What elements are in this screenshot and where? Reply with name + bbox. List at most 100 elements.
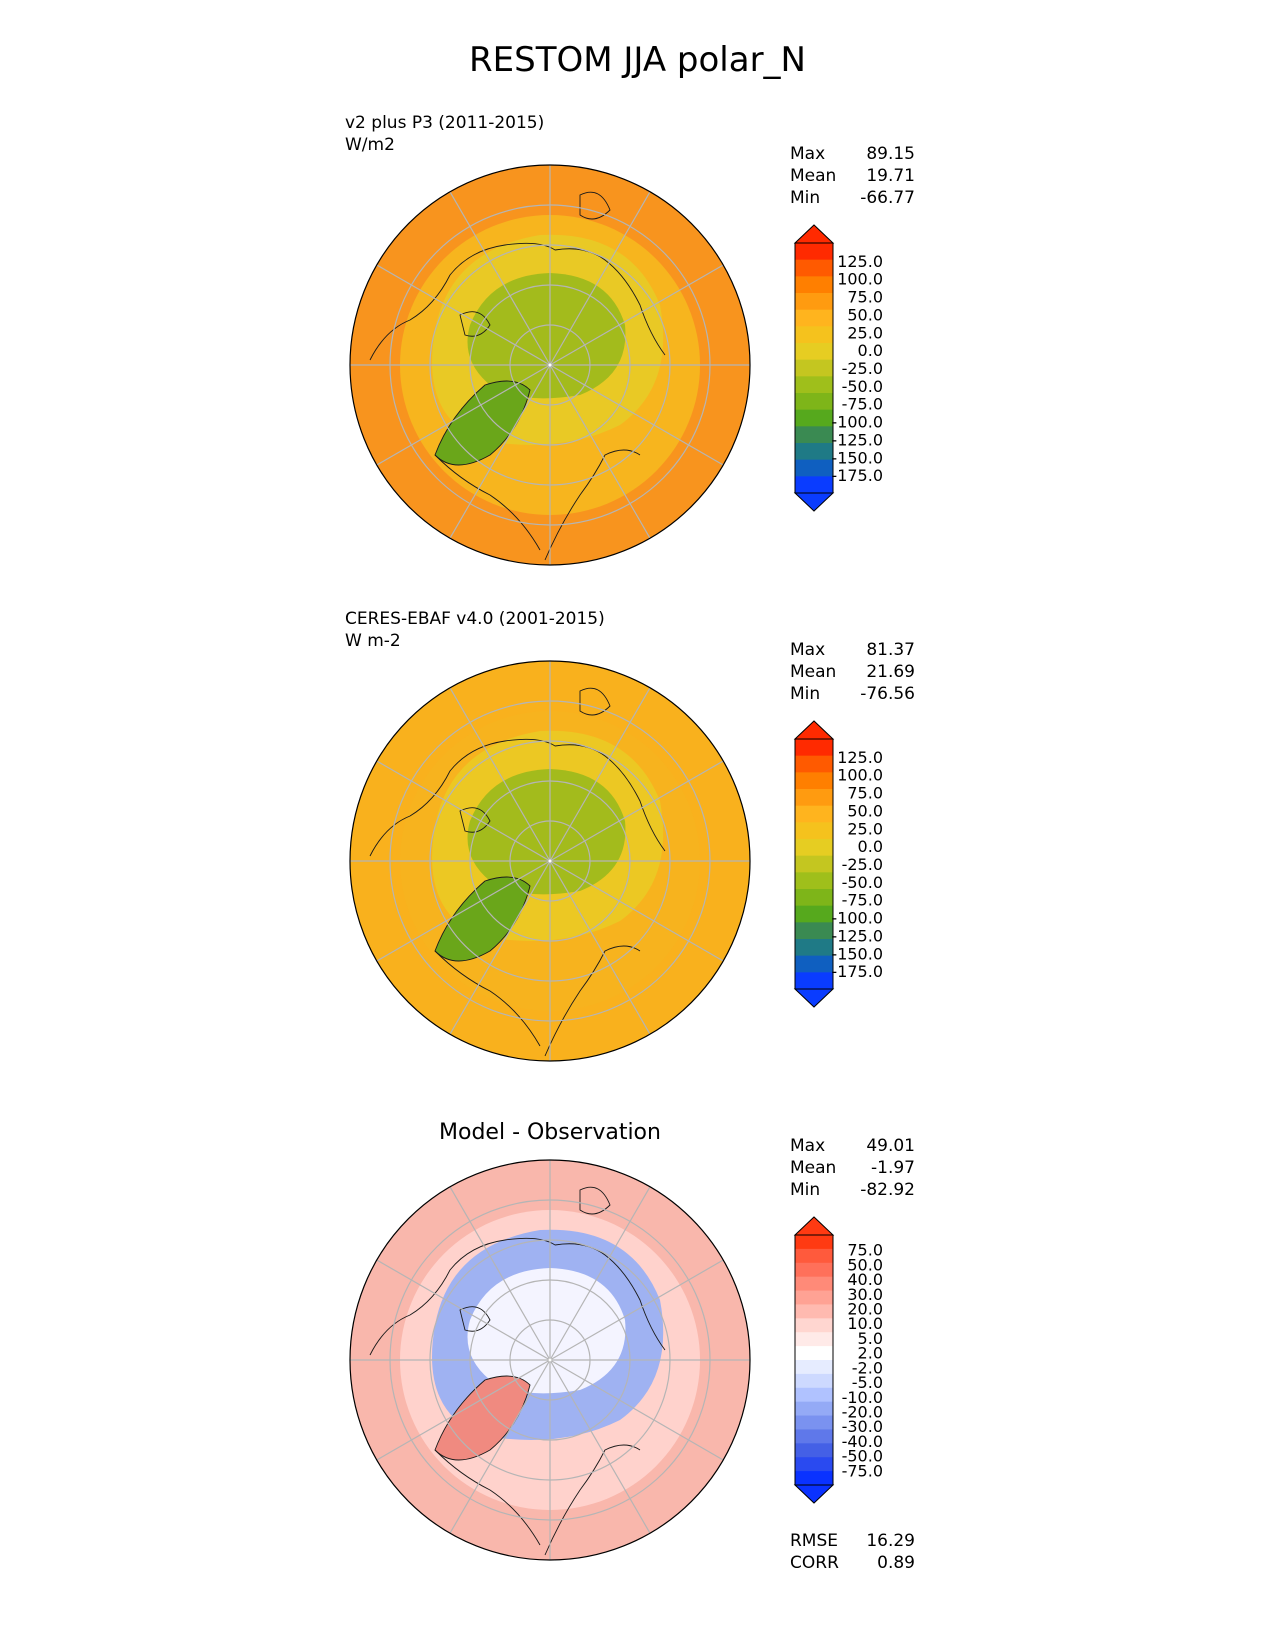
meridian-line bbox=[549, 364, 724, 466]
field-layer bbox=[350, 1160, 750, 1560]
colorbar-tick-label: 25.0 bbox=[847, 323, 883, 342]
coastline bbox=[459, 311, 491, 337]
dataset-label: v2 plus P3 (2011-2015) bbox=[345, 113, 545, 133]
meridian-line bbox=[549, 760, 724, 862]
colorbar-tick-label: 0.0 bbox=[858, 837, 883, 856]
colorbar-bin bbox=[795, 789, 833, 807]
colorbar-extend-max bbox=[793, 720, 835, 740]
stat-min: Min -66.77 bbox=[790, 188, 915, 208]
pole-marker bbox=[548, 859, 552, 863]
units-label: W/m2 bbox=[345, 135, 395, 155]
coastline bbox=[369, 1237, 556, 1356]
pole-marker bbox=[548, 1358, 552, 1362]
colorbar-bin bbox=[795, 855, 833, 873]
stat-min: Min -82.92 bbox=[790, 1180, 915, 1200]
meridian-line bbox=[549, 1359, 651, 1534]
colorbar-tick-label: -10.0 bbox=[842, 1388, 883, 1407]
meridian-line bbox=[376, 1259, 551, 1361]
colorbar-tick-label: 5.0 bbox=[858, 1329, 883, 1348]
colorbar-bin bbox=[795, 409, 833, 427]
map-boundary bbox=[349, 660, 751, 1062]
colorbar-bin bbox=[795, 293, 833, 311]
colorbar-bin bbox=[795, 1471, 833, 1486]
colorbar-tick-label: -125.0 bbox=[831, 926, 883, 945]
colorbar-bin bbox=[795, 1373, 833, 1389]
colorbar-frame bbox=[794, 242, 834, 494]
colorbar-bin bbox=[795, 459, 833, 477]
colorbar-bin bbox=[795, 1360, 833, 1375]
meridian-line bbox=[549, 1259, 724, 1361]
colorbar-bin bbox=[795, 772, 833, 790]
metric-rmse: RMSE 16.29 bbox=[790, 1531, 915, 1551]
colorbar-bin bbox=[795, 872, 833, 890]
metric-corr: CORR 0.89 bbox=[790, 1553, 915, 1573]
figure-title: RESTOM JJA polar_N bbox=[469, 40, 806, 80]
metrics-box: RMSE 16.29 CORR 0.89 bbox=[790, 1530, 915, 1574]
field-layer bbox=[350, 165, 750, 565]
colorbar-bin bbox=[795, 276, 833, 294]
colorbar-bin bbox=[795, 1318, 833, 1333]
colorbar-bin bbox=[795, 259, 833, 277]
colorbar-tick-label: 125.0 bbox=[837, 748, 883, 767]
coastline bbox=[434, 454, 541, 551]
colorbar-tick-label: 0.0 bbox=[858, 341, 883, 360]
colorbar-tick-label: 75.0 bbox=[847, 288, 883, 307]
colorbar-bin bbox=[795, 905, 833, 923]
colorbar-tick-label: -50.0 bbox=[842, 873, 883, 892]
colorbar-bin bbox=[795, 326, 833, 344]
coastline bbox=[579, 1186, 611, 1215]
colorbar-frame bbox=[794, 1234, 834, 1486]
field-core bbox=[467, 273, 626, 399]
colorbar-tick-label: 10.0 bbox=[847, 1314, 883, 1333]
stats-box: Max 81.37 Mean 21.69 Min -76.56 bbox=[790, 639, 915, 705]
diff-title: Model - Observation bbox=[439, 1120, 661, 1145]
polar-map bbox=[349, 164, 751, 566]
coastline bbox=[434, 380, 531, 466]
colorbar-tick-label: -40.0 bbox=[842, 1432, 883, 1451]
field-core bbox=[467, 1268, 626, 1394]
colorbar-bin bbox=[795, 889, 833, 907]
coastline bbox=[369, 738, 556, 857]
colorbar-bin bbox=[795, 476, 833, 494]
meridian-line bbox=[449, 687, 551, 862]
meridian-line bbox=[549, 860, 651, 1035]
colorbar-bin bbox=[795, 1262, 833, 1278]
colorbar-extend-max bbox=[793, 1216, 835, 1236]
meridian-line bbox=[449, 1359, 551, 1534]
stat-mean: Mean -1.97 bbox=[790, 1158, 915, 1178]
meridian-line bbox=[376, 760, 551, 862]
dataset-label: CERES-EBAF v4.0 (2001-2015) bbox=[345, 609, 605, 629]
colorbar-tick-label: 20.0 bbox=[847, 1300, 883, 1319]
colorbar-tick-label: 30.0 bbox=[847, 1285, 883, 1304]
coastline bbox=[369, 242, 556, 361]
meridian-line bbox=[449, 1186, 551, 1361]
colorbar-bin bbox=[795, 1415, 833, 1430]
polar-map bbox=[349, 660, 751, 1062]
field-greenland bbox=[435, 381, 530, 465]
meridian-line bbox=[549, 364, 651, 539]
colorbar-bin bbox=[795, 309, 833, 327]
colorbar-bin bbox=[795, 1332, 833, 1347]
colorbar-extend-min bbox=[793, 492, 835, 512]
colorbar-bin bbox=[795, 426, 833, 444]
colorbar-bin bbox=[795, 1290, 833, 1305]
stat-max: Max 89.15 bbox=[790, 144, 915, 164]
colorbar-tick-label: -125.0 bbox=[831, 430, 883, 449]
colorbar-tick-label: 50.0 bbox=[847, 801, 883, 820]
colorbar-bin bbox=[795, 1276, 833, 1292]
colorbar-bin bbox=[795, 922, 833, 940]
meridian-line bbox=[549, 191, 651, 366]
meridian-line bbox=[549, 860, 724, 962]
coastline bbox=[434, 1375, 531, 1461]
colorbar-extend-min bbox=[793, 1484, 835, 1504]
colorbar-tick-label: -25.0 bbox=[842, 359, 883, 378]
colorbar-tick-label: -5.0 bbox=[852, 1373, 883, 1392]
colorbar-tick-label: 2.0 bbox=[858, 1344, 883, 1363]
polar-map bbox=[349, 1159, 751, 1561]
colorbar-tick-label: 100.0 bbox=[837, 270, 883, 289]
map-boundary bbox=[349, 164, 751, 566]
panel-title: v2 plus P3 (2011-2015) W/m2 bbox=[345, 112, 544, 156]
colorbar-bin bbox=[795, 1346, 833, 1361]
colorbar-bin bbox=[795, 1401, 833, 1417]
colorbar-tick-label: 75.0 bbox=[847, 784, 883, 803]
